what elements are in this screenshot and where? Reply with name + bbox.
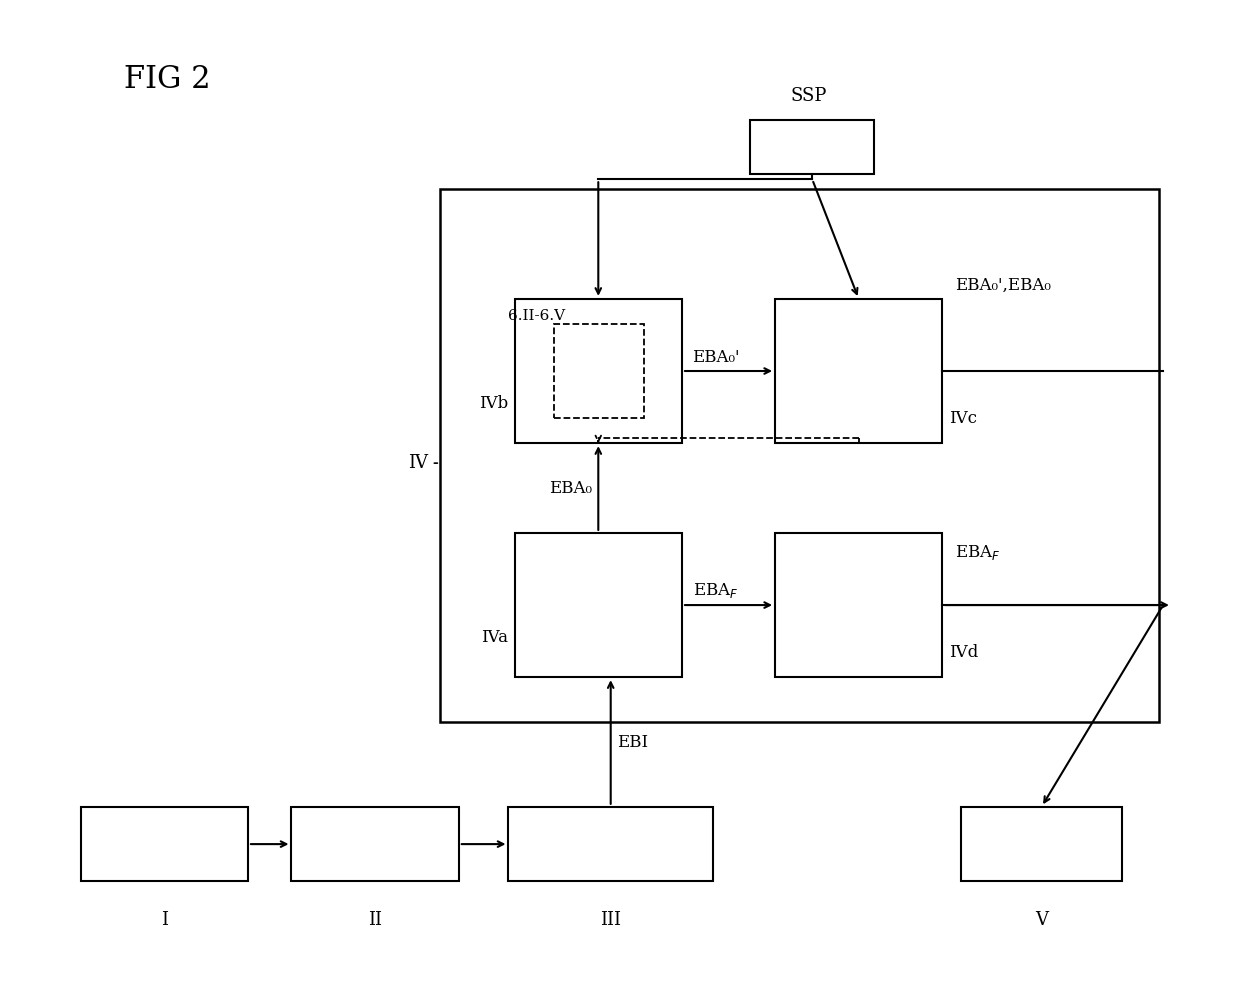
FancyBboxPatch shape — [775, 299, 942, 443]
FancyBboxPatch shape — [554, 324, 644, 418]
Text: EBA₀: EBA₀ — [549, 479, 593, 497]
Text: V: V — [1035, 911, 1048, 929]
FancyBboxPatch shape — [508, 807, 713, 881]
FancyBboxPatch shape — [515, 299, 682, 443]
Text: FIG 2: FIG 2 — [124, 64, 211, 96]
Text: IVd: IVd — [949, 643, 978, 661]
Text: I: I — [161, 911, 167, 929]
Text: II: II — [368, 911, 382, 929]
FancyBboxPatch shape — [291, 807, 459, 881]
Text: IVb: IVb — [479, 394, 508, 412]
Text: EBI: EBI — [618, 733, 649, 751]
Text: SSP: SSP — [790, 87, 827, 105]
FancyBboxPatch shape — [961, 807, 1122, 881]
Text: EBA$_F$: EBA$_F$ — [955, 543, 1001, 563]
FancyBboxPatch shape — [750, 120, 874, 174]
Text: EBA₀': EBA₀' — [692, 349, 740, 366]
FancyBboxPatch shape — [81, 807, 248, 881]
Text: 6.II-6.V: 6.II-6.V — [508, 309, 565, 323]
FancyBboxPatch shape — [775, 533, 942, 677]
Text: III: III — [600, 911, 621, 929]
FancyBboxPatch shape — [440, 189, 1159, 722]
Text: EBA$_F$: EBA$_F$ — [693, 581, 739, 600]
Text: EBA₀',EBA₀: EBA₀',EBA₀ — [955, 277, 1050, 294]
FancyBboxPatch shape — [515, 533, 682, 677]
Text: IVa: IVa — [481, 628, 508, 646]
Text: IVc: IVc — [949, 409, 977, 427]
Text: IV: IV — [408, 454, 428, 472]
